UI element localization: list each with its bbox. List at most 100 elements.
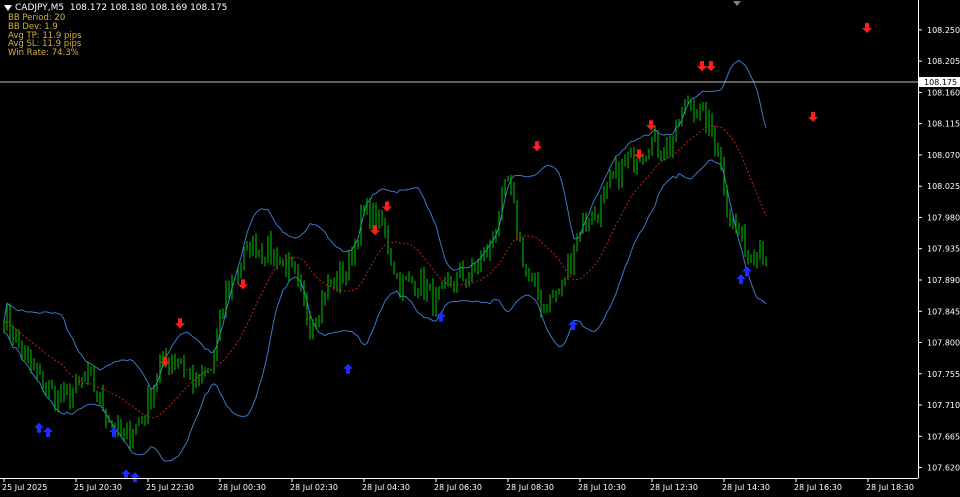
sell-arrow-icon (862, 22, 872, 33)
candle-body (42, 371, 44, 390)
candle-body (333, 277, 335, 285)
candle-body (213, 354, 215, 370)
y-tick-label: 108.250 (927, 26, 960, 35)
candle-body (210, 369, 212, 371)
candle-body (252, 238, 254, 255)
chart-shift-marker-icon[interactable] (733, 1, 741, 6)
candle-body (711, 116, 713, 134)
candle-body (120, 419, 122, 434)
candle-body (645, 155, 647, 158)
candle-body (558, 290, 560, 293)
candle-body (669, 142, 671, 155)
candle-body (468, 276, 470, 282)
candle-body (270, 238, 272, 259)
candle-body (126, 427, 128, 435)
candle-body (261, 250, 263, 258)
candle-body (393, 262, 395, 274)
candle-body (291, 259, 293, 264)
x-tick-label: 25 Jul 20:30 (74, 483, 122, 492)
candle-body (321, 295, 323, 317)
candle-body (459, 268, 461, 274)
candle-body (426, 285, 428, 296)
candle-body (609, 177, 611, 184)
candle-body (606, 183, 608, 192)
candle-body (39, 371, 41, 373)
candle-body (705, 105, 707, 129)
buy-arrow-icon (568, 319, 578, 330)
candle-body (336, 277, 338, 287)
candle-body (195, 374, 197, 387)
chart-header[interactable]: CADJPY,M5 108.172 108.180 108.169 108.17… (4, 3, 227, 13)
candle-body (684, 100, 686, 112)
candle-body (87, 367, 89, 378)
buy-arrow-icon (34, 422, 44, 433)
symbol-dropdown-icon[interactable] (4, 4, 12, 11)
candle-body (249, 242, 251, 255)
candle-body (498, 218, 500, 232)
candle-body (330, 281, 332, 285)
candle-body (411, 278, 413, 283)
candle-body (90, 367, 92, 374)
candle-body (369, 202, 371, 227)
candle-body (618, 164, 620, 184)
candle-body (759, 247, 761, 259)
y-tick-label: 107.800 (927, 339, 960, 348)
candle-body (417, 289, 419, 293)
candle-body (267, 238, 269, 260)
candle-body (204, 369, 206, 373)
candle-body (747, 254, 749, 257)
candle-body (486, 248, 488, 254)
candle-body (384, 222, 386, 231)
candle-body (246, 242, 248, 251)
candle-body (60, 390, 62, 398)
candle-body (648, 155, 650, 157)
candle-body (108, 420, 110, 422)
candle-body (591, 211, 593, 224)
candle-body (315, 320, 317, 323)
candle-body (225, 288, 227, 312)
middle-band (3, 125, 767, 419)
candle-body (375, 207, 377, 228)
y-tick-label: 107.980 (927, 213, 960, 222)
sell-arrow-icon (697, 61, 707, 72)
candle-body (477, 266, 479, 268)
candle-body (309, 319, 311, 334)
candle-body (561, 280, 563, 291)
candle-body (675, 119, 677, 141)
candle-body (303, 287, 305, 300)
bollinger-bands (3, 59, 767, 462)
candle-body (12, 332, 14, 341)
sell-arrow-icon (808, 111, 818, 122)
candle-body (447, 279, 449, 281)
candle-body (573, 250, 575, 268)
candle-body (588, 223, 590, 225)
candle-body (396, 273, 398, 275)
candle-body (693, 104, 695, 117)
candle-body (75, 377, 77, 390)
candle-body (363, 207, 365, 211)
candle-body (177, 359, 179, 363)
y-tick-label: 107.755 (927, 370, 960, 379)
candle-body (192, 372, 194, 387)
candle-body (372, 207, 374, 227)
candle-body (756, 258, 758, 261)
candle-body (117, 419, 119, 431)
candle-body (33, 366, 35, 368)
candle-body (72, 389, 74, 403)
buy-arrow-icon (121, 469, 131, 480)
candle-body (135, 424, 137, 435)
candle-body (627, 156, 629, 163)
candle-body (582, 216, 584, 232)
candle-body (132, 434, 134, 444)
candle-body (180, 359, 182, 363)
y-tick-label: 107.890 (927, 276, 960, 285)
candle-body (741, 228, 743, 236)
candle-body (483, 248, 485, 257)
candle-body (9, 310, 11, 333)
lower-band (3, 159, 767, 462)
candle-body (432, 284, 434, 309)
candle-body (405, 279, 407, 281)
candle-body (714, 133, 716, 151)
